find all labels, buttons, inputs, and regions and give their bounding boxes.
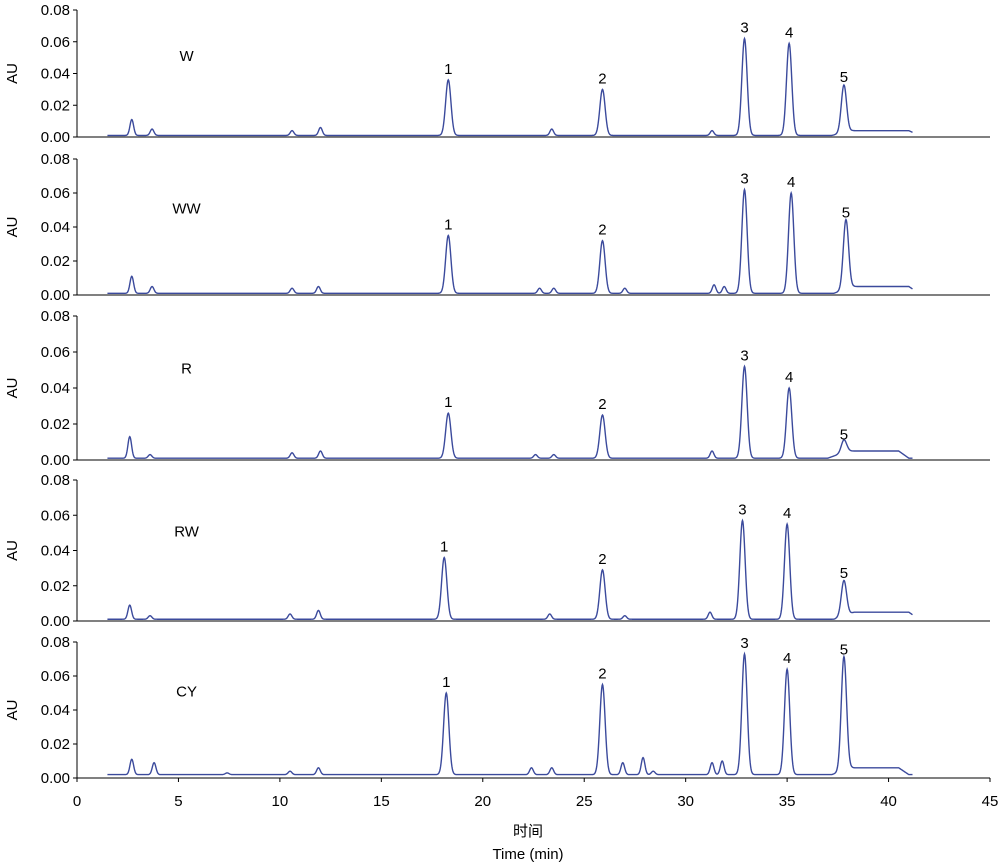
- sample-label: WW: [172, 200, 201, 217]
- peak-label: 4: [785, 369, 793, 386]
- x-tick-label: 5: [174, 793, 182, 810]
- y-tick-label: 0.04: [41, 543, 70, 560]
- x-tick-label: 40: [880, 793, 897, 810]
- y-axis-label: AU: [4, 378, 21, 399]
- x-tick-label: 30: [677, 793, 694, 810]
- peak-label: 5: [840, 69, 848, 86]
- chromatogram-trace: [107, 651, 913, 776]
- panel-w: 0.00 0.02 0.04 0.06 0.08 AU W 1 2 3 4 5: [4, 2, 990, 146]
- y-tick-label: 0.06: [41, 344, 70, 361]
- panel-r: 0.00 0.02 0.04 0.06 0.08 AU R 1 2 3 4 5: [4, 308, 990, 469]
- sample-label: RW: [174, 523, 200, 540]
- peak-label: 2: [598, 551, 606, 568]
- chromatogram-trace: [107, 187, 913, 294]
- chromatogram-panels: 0.00 0.02 0.04 0.06 0.08 AU W 1 2 3 4 5 0.00 0.02 0.04…: [4, 2, 990, 787]
- peak-label: 5: [840, 642, 848, 659]
- y-tick-label: 0.04: [41, 66, 70, 83]
- sample-label: CY: [176, 683, 197, 700]
- peak-label: 3: [740, 20, 748, 37]
- peak-label: 4: [783, 650, 791, 667]
- y-tick-label: 0.04: [41, 702, 70, 719]
- y-tick-label: 0.06: [41, 185, 70, 202]
- y-tick-label: 0.04: [41, 380, 70, 397]
- peak-label: 5: [842, 205, 850, 222]
- peak-label: 2: [598, 222, 606, 239]
- x-tick-label: 10: [272, 793, 289, 810]
- y-tick-label: 0.08: [41, 308, 70, 325]
- y-tick-label: 0.00: [41, 613, 70, 630]
- y-tick-label: 0.02: [41, 97, 70, 114]
- y-tick-label: 0.02: [41, 416, 70, 433]
- x-tick-label: 35: [779, 793, 796, 810]
- peak-label: 2: [598, 396, 606, 413]
- peak-label: 4: [783, 505, 791, 522]
- y-tick-label: 0.08: [41, 634, 70, 651]
- peak-label: 5: [840, 565, 848, 582]
- x-axis: 0 5 10 15 20 25 30 35 40 45: [73, 778, 999, 810]
- chromatogram-trace: [107, 364, 913, 459]
- y-tick-label: 0.06: [41, 507, 70, 524]
- x-tick-label: 45: [982, 793, 999, 810]
- y-tick-label: 0.00: [41, 287, 70, 304]
- y-tick-label: 0.06: [41, 668, 70, 685]
- y-axis-label: AU: [4, 217, 21, 238]
- x-axis-label: Time (min): [492, 846, 563, 863]
- y-tick-label: 0.04: [41, 219, 70, 236]
- peak-label: 2: [598, 70, 606, 87]
- peak-label: 1: [444, 394, 452, 411]
- peak-label: 3: [740, 171, 748, 188]
- peak-label: 2: [598, 666, 606, 683]
- x-axis-label-chinese: 时间: [513, 823, 543, 840]
- peak-label: 3: [740, 635, 748, 652]
- y-tick-label: 0.02: [41, 253, 70, 270]
- y-axis-label: AU: [4, 63, 21, 84]
- y-tick-label: 0.00: [41, 452, 70, 469]
- chromatogram-trace: [107, 518, 913, 620]
- y-axis-label: AU: [4, 540, 21, 561]
- peak-label: 1: [444, 217, 452, 234]
- peak-label: 3: [738, 502, 746, 519]
- peak-label: 4: [787, 174, 795, 191]
- y-tick-label: 0.08: [41, 2, 70, 19]
- panel-ww: 0.00 0.02 0.04 0.06 0.08 AU WW 1 2 3 4 5: [4, 151, 990, 304]
- y-tick-label: 0.08: [41, 472, 70, 489]
- peak-label: 1: [440, 539, 448, 556]
- x-tick-label: 20: [474, 793, 491, 810]
- x-tick-label: 15: [373, 793, 390, 810]
- y-axis-label: AU: [4, 700, 21, 721]
- peak-label: 5: [840, 427, 848, 444]
- peak-label: 1: [442, 674, 450, 691]
- peak-label: 3: [740, 347, 748, 364]
- panel-cy: 0.00 0.02 0.04 0.06 0.08 AU CY 1 2 3 4 5: [4, 634, 990, 787]
- y-tick-label: 0.00: [41, 129, 70, 146]
- x-tick-label: 25: [576, 793, 593, 810]
- peak-label: 4: [785, 24, 793, 41]
- y-tick-label: 0.02: [41, 736, 70, 753]
- chromatogram-trace: [107, 36, 913, 137]
- sample-label: R: [181, 361, 192, 378]
- peak-label: 1: [444, 61, 452, 78]
- y-tick-label: 0.00: [41, 770, 70, 787]
- x-tick-label: 0: [73, 793, 81, 810]
- y-tick-label: 0.06: [41, 34, 70, 51]
- y-tick-label: 0.02: [41, 578, 70, 595]
- sample-label: W: [179, 48, 194, 65]
- y-tick-label: 0.08: [41, 151, 70, 168]
- panel-rw: 0.00 0.02 0.04 0.06 0.08 AU RW 1 2 3 4 5: [4, 472, 990, 630]
